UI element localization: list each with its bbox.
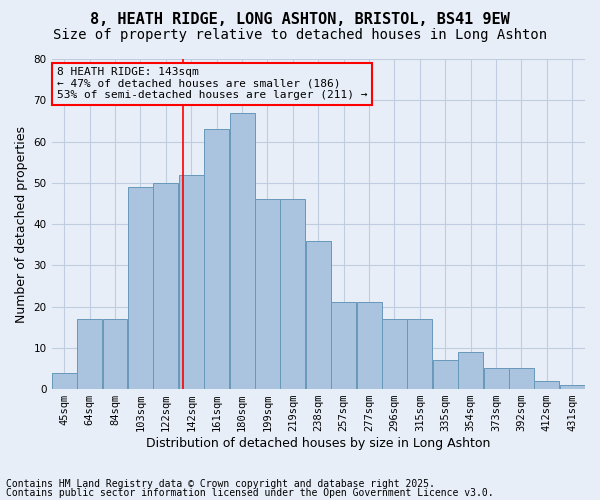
Bar bbox=[484, 368, 509, 389]
Bar bbox=[154, 183, 178, 389]
Bar bbox=[103, 319, 127, 389]
X-axis label: Distribution of detached houses by size in Long Ashton: Distribution of detached houses by size … bbox=[146, 437, 490, 450]
Bar bbox=[280, 200, 305, 389]
Bar bbox=[77, 319, 102, 389]
Text: Contains public sector information licensed under the Open Government Licence v3: Contains public sector information licen… bbox=[6, 488, 494, 498]
Y-axis label: Number of detached properties: Number of detached properties bbox=[15, 126, 28, 322]
Text: Contains HM Land Registry data © Crown copyright and database right 2025.: Contains HM Land Registry data © Crown c… bbox=[6, 479, 435, 489]
Bar bbox=[356, 302, 382, 389]
Bar bbox=[255, 200, 280, 389]
Bar bbox=[230, 112, 254, 389]
Bar bbox=[204, 129, 229, 389]
Text: Size of property relative to detached houses in Long Ashton: Size of property relative to detached ho… bbox=[53, 28, 547, 42]
Bar bbox=[407, 319, 433, 389]
Bar bbox=[458, 352, 483, 389]
Bar bbox=[331, 302, 356, 389]
Bar bbox=[306, 240, 331, 389]
Bar bbox=[179, 174, 204, 389]
Bar bbox=[382, 319, 407, 389]
Text: 8 HEATH RIDGE: 143sqm
← 47% of detached houses are smaller (186)
53% of semi-det: 8 HEATH RIDGE: 143sqm ← 47% of detached … bbox=[57, 68, 367, 100]
Bar bbox=[433, 360, 458, 389]
Bar bbox=[52, 372, 77, 389]
Bar bbox=[535, 381, 559, 389]
Bar bbox=[509, 368, 534, 389]
Bar bbox=[560, 385, 585, 389]
Bar bbox=[128, 187, 153, 389]
Text: 8, HEATH RIDGE, LONG ASHTON, BRISTOL, BS41 9EW: 8, HEATH RIDGE, LONG ASHTON, BRISTOL, BS… bbox=[90, 12, 510, 28]
